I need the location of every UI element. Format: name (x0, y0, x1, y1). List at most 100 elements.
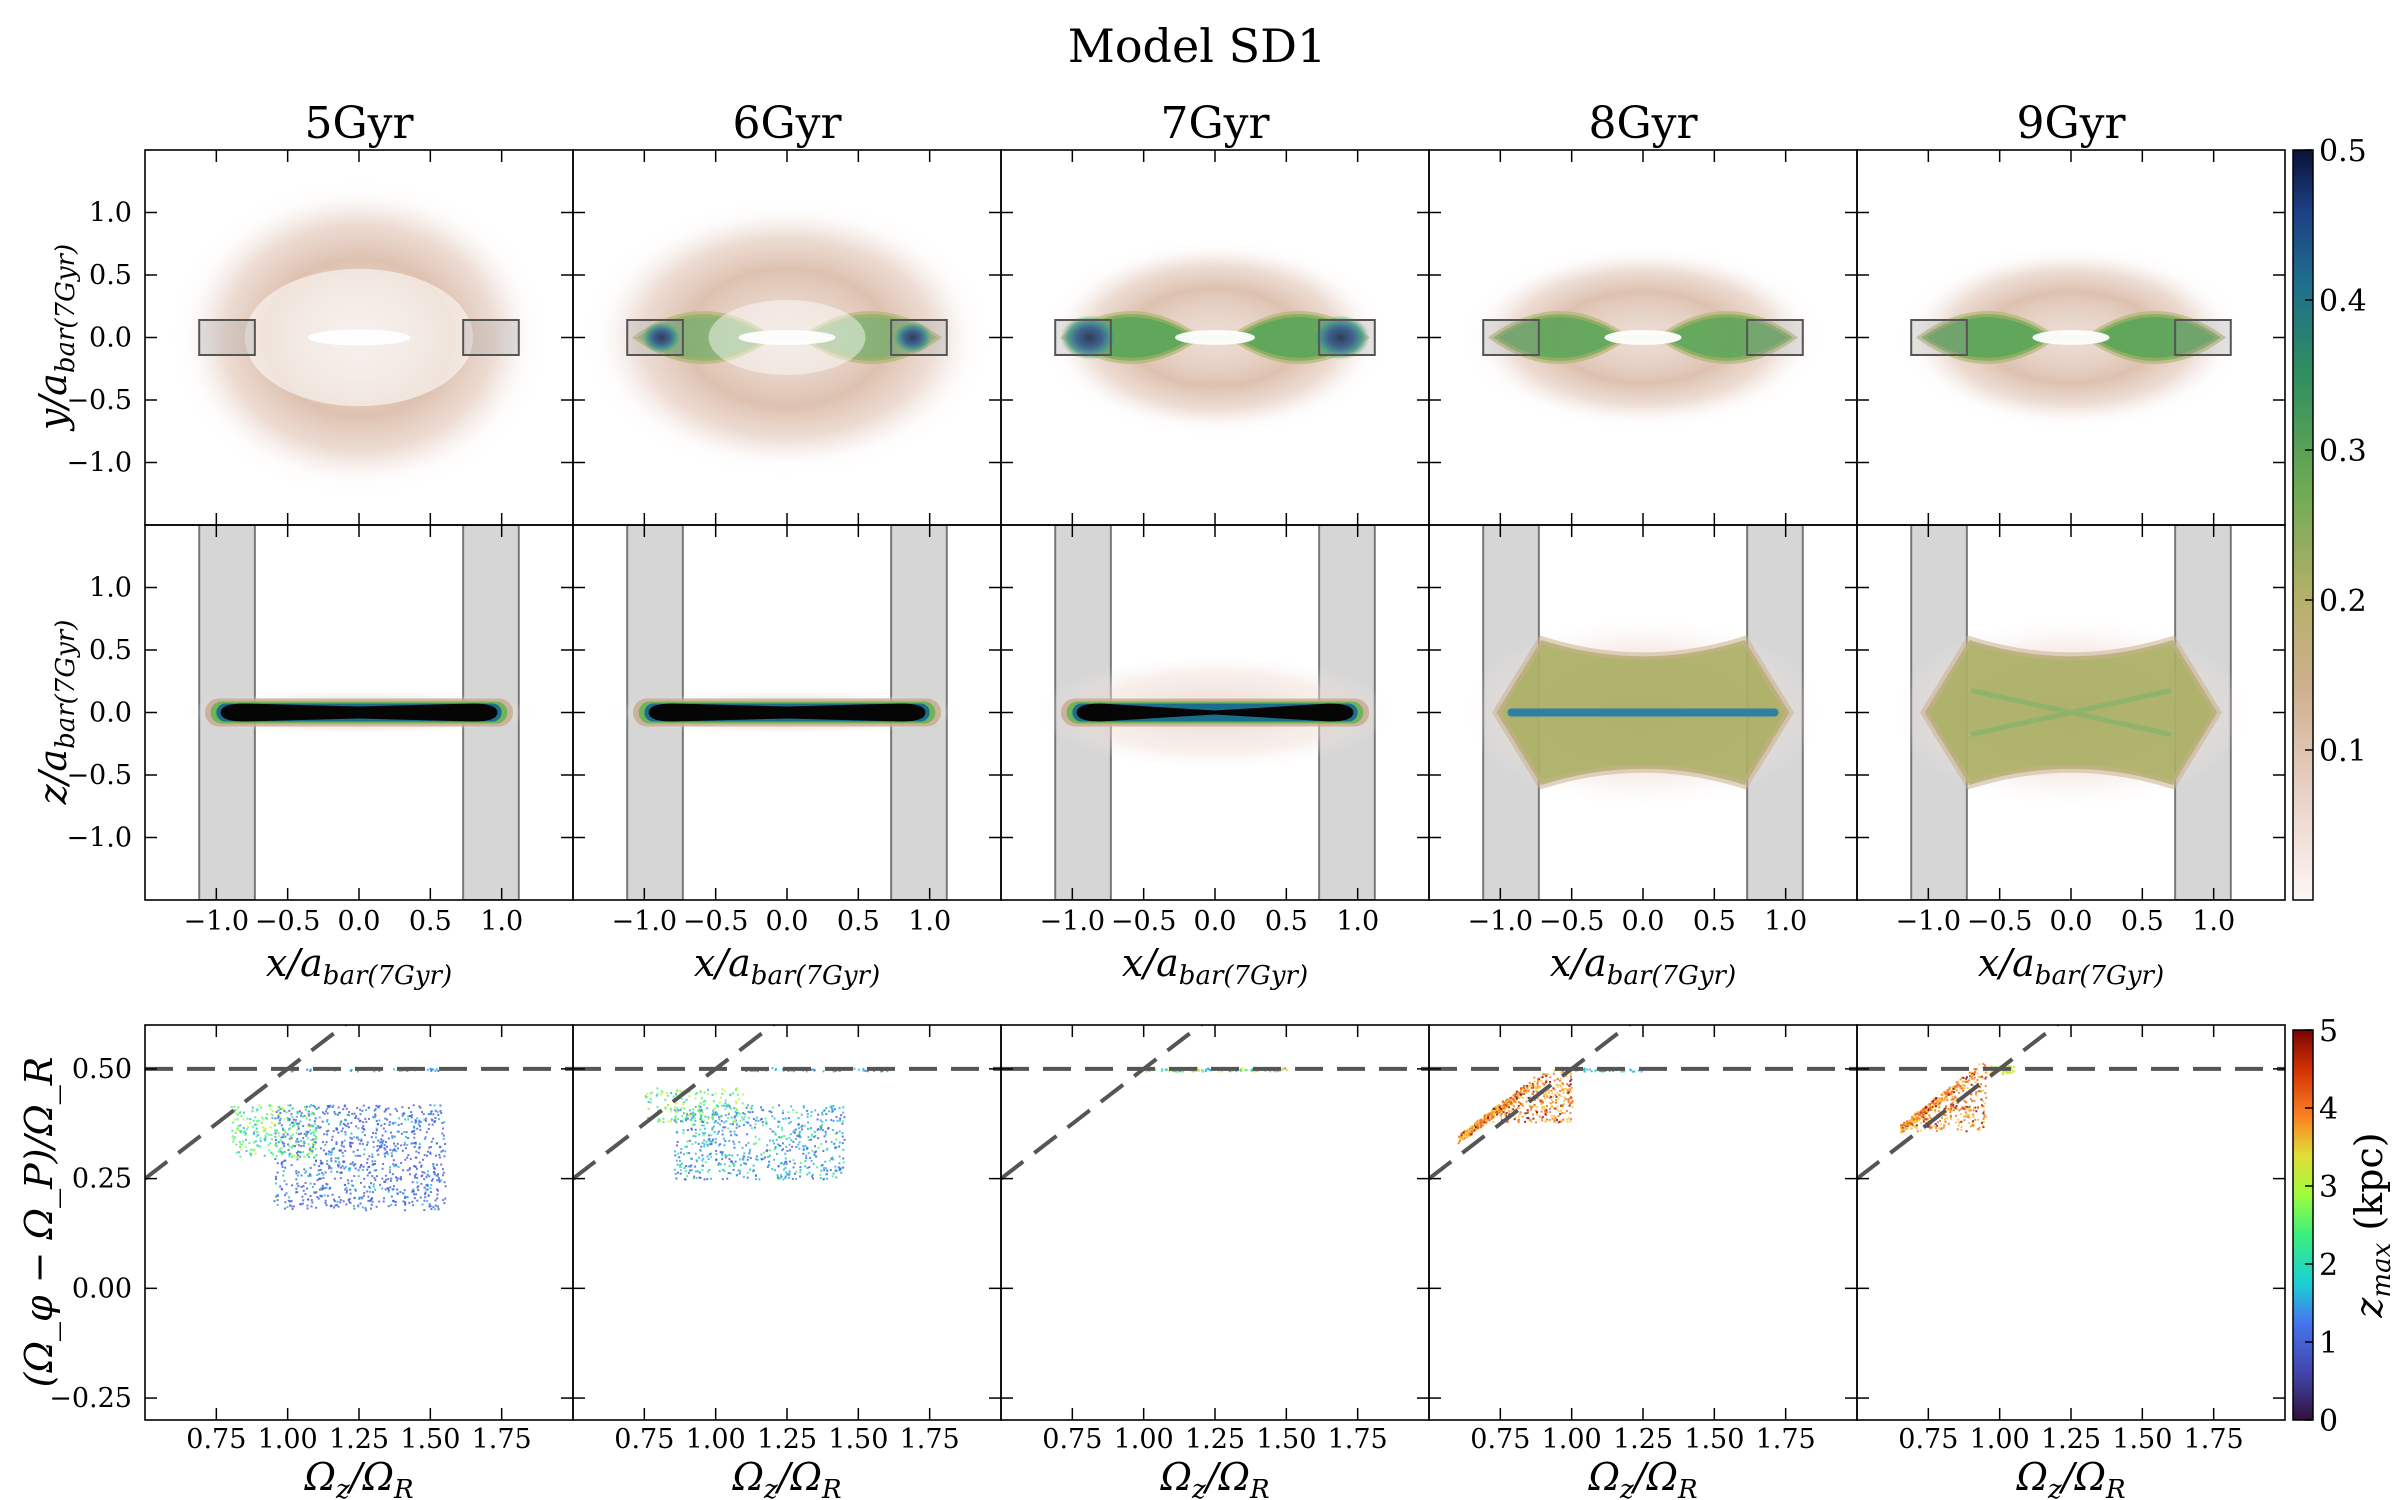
scatter-point (384, 1152, 387, 1155)
scatter-point (264, 1135, 267, 1138)
scatter-point (343, 1167, 346, 1170)
scatter-point (317, 1197, 320, 1200)
edgeon-disc-core (1076, 703, 1354, 722)
scatter-point (303, 1132, 306, 1135)
scatter-point (438, 1177, 441, 1180)
scatter-point (2009, 1072, 2012, 1075)
scatter-point (1980, 1121, 1983, 1124)
scatter-point (423, 1186, 426, 1189)
scatter-point (434, 1204, 437, 1207)
scatter-point (289, 1135, 292, 1138)
scatter-point (1974, 1106, 1977, 1109)
scatter-point (427, 1170, 430, 1173)
scatter-point (1560, 1104, 1563, 1107)
scatter-point (266, 1113, 269, 1116)
scatter-point (364, 1207, 367, 1210)
scatter-point (674, 1154, 677, 1157)
scatter-point (280, 1150, 283, 1153)
scatter-point (1959, 1078, 1962, 1081)
scatter-point (444, 1150, 447, 1153)
scatter-point (689, 1169, 692, 1172)
scatter-point (384, 1188, 387, 1191)
scatter-point (1938, 1101, 1941, 1104)
scatter-point (1914, 1112, 1917, 1115)
scatter-point (1926, 1117, 1929, 1120)
scatter-point (300, 1139, 303, 1142)
scatter-point (1558, 1121, 1561, 1124)
scatter-point (1924, 1118, 1927, 1121)
scatter-point (777, 1125, 780, 1128)
scatter-point (367, 1195, 370, 1198)
scatter-point (708, 1139, 711, 1142)
scatter-point (1927, 1106, 1930, 1109)
scatter-point (823, 1166, 826, 1169)
scatter-point (723, 1121, 726, 1124)
scatter-point (829, 1106, 832, 1109)
scatter-point (698, 1133, 701, 1136)
scatter-point (794, 1172, 797, 1175)
scatter-point (1527, 1090, 1530, 1093)
scatter-point (333, 1177, 336, 1180)
scatter-point (423, 1171, 426, 1174)
scatter-point (389, 1186, 392, 1189)
scatter-point (255, 1109, 258, 1112)
scatter-point (413, 1165, 416, 1168)
scatter-point (311, 1142, 314, 1145)
scatter-point (1937, 1127, 1940, 1130)
scatter-point (383, 1110, 386, 1113)
scatter-point (1500, 1110, 1503, 1113)
scatter-point (1950, 1093, 1953, 1096)
scatter-point (344, 1165, 347, 1168)
scatter-point (275, 1175, 278, 1178)
x-axis-label: x/abar(7Gyr) (1550, 941, 1736, 991)
scatter-point (797, 1143, 800, 1146)
scatter-point (714, 1107, 717, 1110)
scatter-point (327, 1123, 330, 1126)
scatter-point (325, 1204, 328, 1207)
scatter-point (305, 1105, 308, 1108)
scatter-point (342, 1154, 345, 1157)
scatter-point (1904, 1128, 1907, 1131)
scatter-point (387, 1137, 390, 1140)
scatter-point (698, 1106, 701, 1109)
x-tick-label: 0.5 (1265, 906, 1308, 937)
scatter-point (765, 1149, 768, 1152)
scatter-point (694, 1152, 697, 1155)
scatter-point (357, 1169, 360, 1172)
scatter-point (1543, 1105, 1546, 1108)
scatter-point (366, 1190, 369, 1193)
scatter-point (337, 1205, 340, 1208)
scatter-point (694, 1132, 697, 1135)
scatter-point (394, 1203, 397, 1206)
scatter-point (1929, 1103, 1932, 1106)
x-tick-label: 0.0 (338, 906, 381, 937)
scatter-point (425, 1154, 428, 1157)
scatter-point (1912, 1124, 1915, 1127)
scatter-point (811, 1134, 814, 1137)
scatter-point (693, 1113, 696, 1116)
scatter-point (784, 1175, 787, 1178)
scatter-point (1911, 1116, 1914, 1119)
scatter-point (1553, 1079, 1556, 1082)
scatter-point (419, 1128, 422, 1131)
scatter-point (433, 1173, 436, 1176)
scatter-point (1545, 1090, 1548, 1093)
scatter-point (644, 1094, 647, 1097)
faceon-end-blob (1060, 315, 1119, 360)
scatter-point (277, 1116, 280, 1119)
scatter-point (1934, 1103, 1937, 1106)
scatter-point (830, 1119, 833, 1122)
scatter-point (736, 1122, 739, 1125)
scatter-point (278, 1119, 281, 1122)
selection-box (1318, 319, 1376, 356)
scatter-point (831, 1129, 834, 1132)
scatter-point (721, 1133, 724, 1136)
scatter-point (763, 1151, 766, 1154)
scatter-point (700, 1145, 703, 1148)
scatter-point (1949, 1092, 1952, 1095)
scatter-point (279, 1139, 282, 1142)
scatter-point (375, 1104, 378, 1107)
x-tick-label: −0.5 (1967, 906, 2033, 937)
scatter-point (414, 1119, 417, 1122)
scatter-point (442, 1134, 445, 1137)
